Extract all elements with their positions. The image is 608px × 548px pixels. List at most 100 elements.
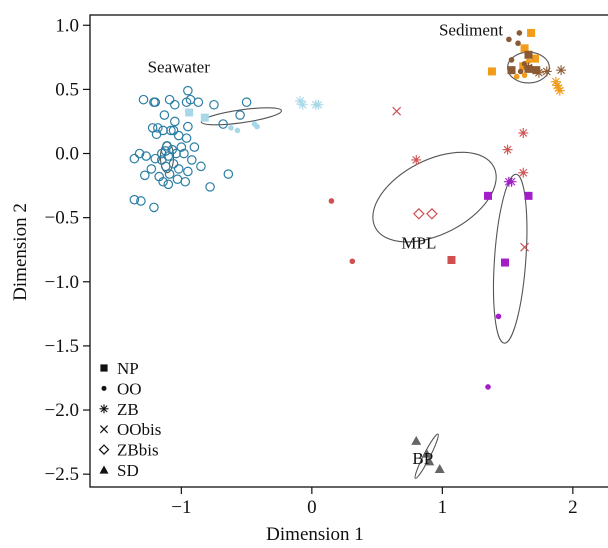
data-point <box>411 435 422 445</box>
data-point <box>518 128 529 138</box>
data-point <box>158 125 168 136</box>
data-point <box>179 148 189 159</box>
ellipses-layer <box>159 51 550 479</box>
data-point <box>181 133 192 143</box>
data-point <box>138 94 149 105</box>
data-point <box>523 62 534 73</box>
data-point <box>254 123 260 130</box>
y-tick-label: −2.0 <box>45 400 79 421</box>
data-point <box>185 108 194 117</box>
data-point <box>181 97 192 108</box>
points-layer <box>129 28 567 474</box>
data-point <box>234 127 241 134</box>
data-point <box>241 97 252 108</box>
data-point <box>517 68 524 75</box>
annotation-sediment: Sediment <box>439 21 503 40</box>
x-tick-label: 1 <box>438 497 448 518</box>
data-point <box>484 191 493 200</box>
x-tick-label: −1 <box>171 497 191 518</box>
data-point <box>235 110 245 120</box>
data-point <box>508 57 515 63</box>
annotation-mpl: MPL <box>401 233 436 252</box>
y-tick-label: 0.5 <box>55 79 79 100</box>
data-point <box>521 72 528 79</box>
data-point <box>541 66 552 77</box>
data-point <box>160 161 171 172</box>
y-tick-label: −0.5 <box>45 208 79 229</box>
data-point <box>554 85 565 96</box>
data-point <box>516 30 523 36</box>
data-point <box>487 67 496 76</box>
data-point <box>556 65 567 76</box>
data-point <box>153 123 163 133</box>
x-tick-label: 2 <box>568 497 578 518</box>
data-point <box>196 161 206 172</box>
data-point <box>129 194 140 205</box>
data-point <box>228 125 234 131</box>
legend-marker <box>99 465 109 474</box>
data-point <box>503 176 514 187</box>
y-tick-label: −2.5 <box>45 464 79 485</box>
data-point <box>163 179 174 190</box>
data-point <box>129 153 140 164</box>
legend-marker <box>98 444 110 455</box>
data-point <box>170 99 180 110</box>
data-point <box>518 167 529 178</box>
data-point <box>164 169 175 179</box>
legend-label: NP <box>117 359 139 378</box>
legend-item: ZBbis <box>98 441 159 460</box>
data-point <box>189 142 200 152</box>
y-tick-label: 1.0 <box>55 15 79 36</box>
data-point <box>150 97 161 108</box>
data-point <box>140 170 150 181</box>
data-point <box>173 130 184 141</box>
data-point <box>421 448 432 458</box>
legend-item: OO <box>101 379 142 398</box>
ellipse-oo-mpl <box>492 173 528 344</box>
data-point <box>166 125 176 136</box>
y-tick-label: 0.0 <box>55 144 79 165</box>
data-point <box>183 166 193 177</box>
data-point <box>183 85 193 96</box>
data-point <box>507 66 516 75</box>
data-point <box>424 456 435 466</box>
x-axis-label: Dimension 1 <box>266 524 364 543</box>
ellipse-seawater <box>200 107 283 126</box>
data-point <box>502 144 513 155</box>
annotation-bp: BP <box>412 449 433 468</box>
data-point <box>209 99 219 110</box>
legend-item: NP <box>100 359 139 378</box>
legend-item: OObis <box>99 420 161 439</box>
legend-marker <box>99 404 109 414</box>
data-point <box>141 151 151 161</box>
data-point <box>413 207 425 220</box>
data-point <box>136 196 146 206</box>
data-point <box>531 54 540 63</box>
data-point <box>146 164 157 174</box>
data-point <box>200 113 209 122</box>
data-point <box>180 176 191 187</box>
data-point <box>223 169 234 179</box>
data-point <box>525 58 532 64</box>
data-point <box>520 242 529 252</box>
y-tick-label: −1.5 <box>45 336 79 357</box>
data-point <box>500 258 509 267</box>
plot-frame <box>89 14 608 488</box>
legend-marker <box>99 425 109 434</box>
data-point <box>159 110 170 120</box>
data-point <box>186 155 197 165</box>
data-point <box>173 164 184 174</box>
legend-label: OO <box>117 379 142 398</box>
data-point <box>485 384 491 390</box>
legend-label: ZBbis <box>117 441 159 460</box>
annotations-layer: Sediment Seawater MPL BP <box>148 21 504 468</box>
data-point <box>349 258 356 265</box>
data-point <box>411 154 422 165</box>
data-point <box>156 148 167 159</box>
data-point <box>392 106 402 116</box>
x-tick-label: 0 <box>307 497 317 518</box>
y-axis-label: Dimension 2 <box>10 203 31 301</box>
data-point <box>154 171 164 182</box>
